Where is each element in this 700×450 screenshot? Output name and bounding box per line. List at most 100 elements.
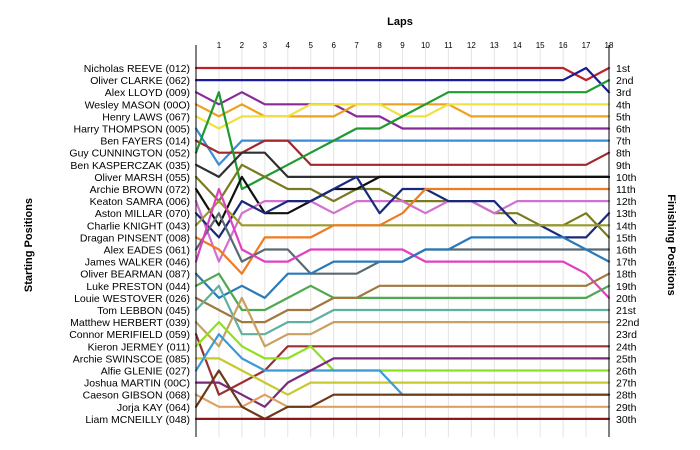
finish-position-label: 9th <box>616 160 631 172</box>
start-driver-label: Tom LEBBON (045) <box>97 305 190 317</box>
finish-position-label: 12th <box>616 196 637 208</box>
driver-position-line <box>194 200 611 263</box>
start-driver-label: Jorja KAY (064) <box>117 402 190 414</box>
lap-tick-label: 8 <box>377 41 382 50</box>
driver-position-line <box>194 91 611 130</box>
finish-position-label: 6th <box>616 124 631 136</box>
driver-position-line <box>194 357 611 408</box>
finish-position-label: 27th <box>616 378 637 390</box>
lap-tick-label: 7 <box>354 41 359 50</box>
start-driver-label: Oliver BEARMAN (087) <box>80 269 190 281</box>
driver-position-line <box>194 200 611 227</box>
finish-position-label: 3rd <box>616 87 631 99</box>
driver-position-line <box>194 321 611 372</box>
finish-position-label: 20th <box>616 293 637 305</box>
start-driver-label: Alex EADES (061) <box>104 245 190 257</box>
finish-position-label: 23rd <box>616 329 637 341</box>
finish-position-label: 26th <box>616 366 637 378</box>
lap-tick-label: 13 <box>490 41 499 50</box>
lap-tick-label: 16 <box>559 41 568 50</box>
driver-position-line <box>194 236 611 299</box>
finish-position-label: 4th <box>616 99 631 111</box>
start-driver-label: Henry LAWS (067) <box>102 111 190 123</box>
finish-position-label: 10th <box>616 172 637 184</box>
driver-position-line <box>194 139 611 166</box>
finish-position-label: 25th <box>616 353 637 365</box>
finish-position-label: 17th <box>616 257 637 269</box>
start-driver-label: Archie SWINSCOE (085) <box>73 353 190 365</box>
x-axis-title: Laps <box>387 16 413 28</box>
start-driver-label: Wesley MASON (00O) <box>85 99 190 111</box>
start-driver-label: Charlie KNIGHT (043) <box>87 220 190 232</box>
finish-position-label: 15th <box>616 232 637 244</box>
lap-tick-label: 15 <box>536 41 545 50</box>
finish-position-label: 18th <box>616 269 637 281</box>
start-driver-label: Archie BROWN (072) <box>90 184 190 196</box>
finish-position-label: 1st <box>616 63 630 75</box>
finish-position-label: 7th <box>616 136 631 148</box>
finish-position-label: 28th <box>616 390 637 402</box>
lap-tick-label: 4 <box>286 41 291 50</box>
driver-position-line <box>194 272 611 324</box>
lap-tick-label: 9 <box>400 41 405 50</box>
lap-tick-label: 11 <box>444 41 453 50</box>
driver-position-line <box>194 284 611 336</box>
finish-position-label: 24th <box>616 341 637 353</box>
finish-position-label: 21st <box>616 305 636 317</box>
finish-position-label: 5th <box>616 111 631 123</box>
start-driver-label: Matthew HERBERT (039) <box>70 317 190 329</box>
driver-position-line <box>194 187 611 299</box>
lap-tick-labels: 1 2 3 4 5 6 7 8 9 10 11 12 13 14 15 16 17 18 <box>217 41 614 50</box>
start-driver-label: Oliver CLARKE (062) <box>90 75 190 87</box>
finish-position-label: 19th <box>616 281 637 293</box>
lap-tick-label: 2 <box>240 41 245 50</box>
start-driver-label: Dragan PINSENT (008) <box>80 232 190 244</box>
start-driver-label: Oliver MARSH (055) <box>94 172 190 184</box>
lap-tick-label: 3 <box>263 41 268 50</box>
start-driver-label: Aston MILLAR (070) <box>95 208 190 220</box>
lap-tick-label: 12 <box>467 41 476 50</box>
finish-position-label: 22nd <box>616 317 640 329</box>
left-axis-title: Starting Positions <box>23 198 35 292</box>
start-driver-label: Liam MCNEILLY (048) <box>85 414 190 426</box>
starting-position-labels: Nicholas REEVE (012)Oliver CLARKE (062)A… <box>69 63 190 426</box>
finishing-position-labels: 1st2nd3rd4th5th6th7th8th9th10th11th12th1… <box>616 63 640 426</box>
start-driver-label: Caeson GIBSON (068) <box>83 390 190 402</box>
start-driver-label: Ben KASPERCZAK (035) <box>70 160 190 172</box>
driver-position-line <box>194 357 611 396</box>
series-lines <box>194 66 611 420</box>
finish-position-label: 14th <box>616 220 637 232</box>
right-axis-title: Finishing Positions <box>665 194 677 295</box>
lap-tick-label: 5 <box>308 41 313 50</box>
start-driver-label: Guy CUNNINGTON (052) <box>69 148 190 160</box>
lap-tick-label: 14 <box>513 41 522 50</box>
grid <box>195 47 610 437</box>
finish-position-label: 29th <box>616 402 637 414</box>
driver-position-line <box>194 272 611 312</box>
start-driver-label: Joshua MARTIN (00C) <box>84 378 190 390</box>
start-driver-label: Ben FAYERS (014) <box>100 136 190 148</box>
start-driver-label: Louie WESTOVER (026) <box>74 293 190 305</box>
start-driver-label: Harry THOMPSON (005) <box>74 124 191 136</box>
start-driver-label: Alex LLOYD (009) <box>105 87 190 99</box>
start-driver-label: Alfie GLENIE (027) <box>101 366 190 378</box>
finish-position-label: 13th <box>616 208 637 220</box>
driver-position-line <box>194 296 611 348</box>
lap-tick-label: 1 <box>217 41 222 50</box>
start-driver-label: Kieron JERMEY (011) <box>88 341 190 353</box>
start-driver-label: Connor MERIFIELD (059) <box>69 329 190 341</box>
start-driver-label: Keaton SAMRA (006) <box>90 196 190 208</box>
driver-position-line <box>194 66 611 82</box>
driver-position-line <box>194 187 611 275</box>
driver-position-line <box>194 393 611 408</box>
finish-position-label: 11th <box>616 184 636 196</box>
finish-position-label: 8th <box>616 148 631 160</box>
start-driver-label: Luke PRESTON (044) <box>86 281 190 293</box>
start-driver-label: Nicholas REEVE (012) <box>84 63 190 75</box>
lap-tick-label: 17 <box>582 41 591 50</box>
lap-tick-label: 10 <box>421 41 430 50</box>
finish-position-label: 30th <box>616 414 637 426</box>
finish-position-label: 2nd <box>616 75 634 87</box>
lap-tick-label: 6 <box>331 41 336 50</box>
